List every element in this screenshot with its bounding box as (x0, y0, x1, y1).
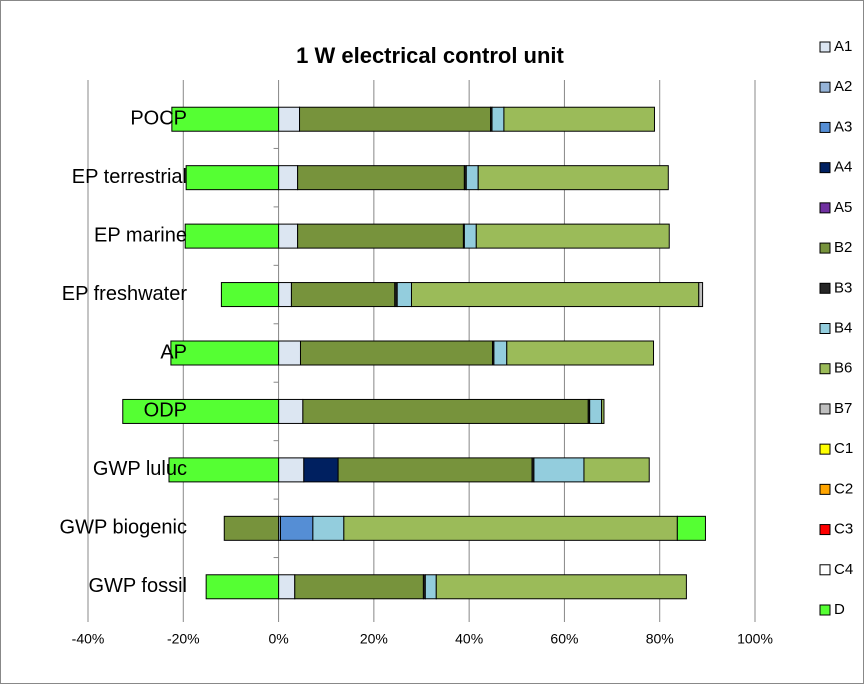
legend-label: A4 (834, 159, 852, 176)
bar-segment (302, 398, 589, 424)
legend-swatch (819, 162, 831, 174)
bar-segment (493, 340, 508, 366)
bar-segment (170, 340, 280, 366)
bar-segment (410, 282, 700, 308)
legend-swatch (819, 363, 831, 375)
bar-segment (168, 457, 280, 483)
legend-swatch (819, 242, 831, 254)
legend-label: A3 (834, 118, 852, 135)
bar-segment (698, 282, 704, 308)
legend-swatch (819, 81, 831, 93)
legend-swatch (819, 483, 831, 495)
x-tick-label: -20% (167, 631, 200, 647)
y-tick-label: EP terrestrial (72, 166, 187, 188)
bar-segment (506, 340, 655, 366)
bar-segment (303, 457, 339, 483)
legend-swatch (819, 282, 831, 294)
bar-segment (343, 515, 678, 541)
legend-label: B4 (834, 319, 852, 336)
bar-segment (279, 515, 314, 541)
bar-segment (424, 574, 437, 600)
bar-segment (278, 106, 301, 132)
x-tick-label: 60% (550, 631, 578, 647)
legend-label: B3 (834, 279, 852, 296)
bar-segment (475, 223, 670, 249)
legend-label: C2 (834, 480, 853, 497)
bar-segment (477, 165, 669, 191)
bar-segment (290, 282, 396, 308)
x-tick-label: -40% (72, 631, 105, 647)
bar-segment (589, 398, 603, 424)
y-tick-label: ODP (144, 400, 187, 422)
bar-segment (278, 282, 292, 308)
bar-segment (337, 457, 533, 483)
legend-label: B2 (834, 239, 852, 256)
legend-swatch (819, 524, 831, 536)
bar-segment (278, 457, 305, 483)
bar-segment (312, 515, 345, 541)
legend-label: C1 (834, 440, 853, 457)
legend-label: D (834, 601, 845, 618)
y-tick-label: POCP (130, 108, 187, 130)
bar-segment (122, 398, 280, 424)
bar-segment (185, 165, 280, 191)
bar-segment (491, 106, 505, 132)
x-tick-label: 100% (737, 631, 773, 647)
legend-swatch (819, 443, 831, 455)
y-tick-label: EP freshwater (62, 283, 188, 305)
bar-segment (533, 457, 585, 483)
bar-segment (299, 106, 492, 132)
legend-label: A1 (834, 38, 852, 55)
chart-title: 1 W electrical control unit (296, 43, 564, 68)
x-tick-label: 20% (360, 631, 388, 647)
bar-segment (297, 223, 464, 249)
legend-label: C4 (834, 561, 853, 578)
legend-label: B6 (834, 360, 852, 377)
legend-swatch (819, 323, 831, 334)
y-tick-label: GWP fossil (88, 575, 187, 597)
legend-swatch (819, 121, 831, 133)
legend-swatch (819, 604, 831, 616)
bar-segment (299, 340, 493, 366)
legend-swatch (819, 41, 831, 53)
bar-segment (601, 398, 605, 424)
bar-segment (465, 165, 479, 191)
bar-segment (503, 106, 655, 132)
bar-segment (583, 457, 650, 483)
y-tick-label: GWP luluc (93, 458, 187, 480)
y-tick-label: EP marine (94, 224, 187, 246)
legend-swatch (819, 202, 831, 214)
bar-segment (278, 574, 296, 600)
bar-segment (223, 515, 280, 541)
bar-segment (278, 165, 299, 191)
bar-segment (396, 282, 412, 308)
bar-segment (435, 574, 687, 600)
x-tick-label: 40% (455, 631, 483, 647)
legend-swatch (819, 403, 831, 415)
bar-segment (278, 340, 301, 366)
bar-segment (184, 223, 280, 249)
x-tick-label: 0% (268, 631, 288, 647)
bar-segment (294, 574, 424, 600)
bar-segment (220, 282, 280, 308)
legend-label: A5 (834, 199, 852, 216)
legend-label: A2 (834, 78, 852, 95)
legend-swatch (819, 564, 831, 576)
legend-label: C3 (834, 521, 853, 538)
bar-segment (278, 223, 299, 249)
bar-segment (171, 106, 280, 132)
bar-segment (205, 574, 280, 600)
bar-segment (676, 515, 706, 541)
y-tick-label: AP (160, 341, 187, 363)
bar-segment (297, 165, 465, 191)
x-tick-label: 80% (646, 631, 674, 647)
bar-segment (278, 398, 304, 424)
bar-segment (463, 223, 477, 249)
legend-label: B7 (834, 400, 852, 417)
y-tick-label: GWP biogenic (60, 517, 187, 539)
